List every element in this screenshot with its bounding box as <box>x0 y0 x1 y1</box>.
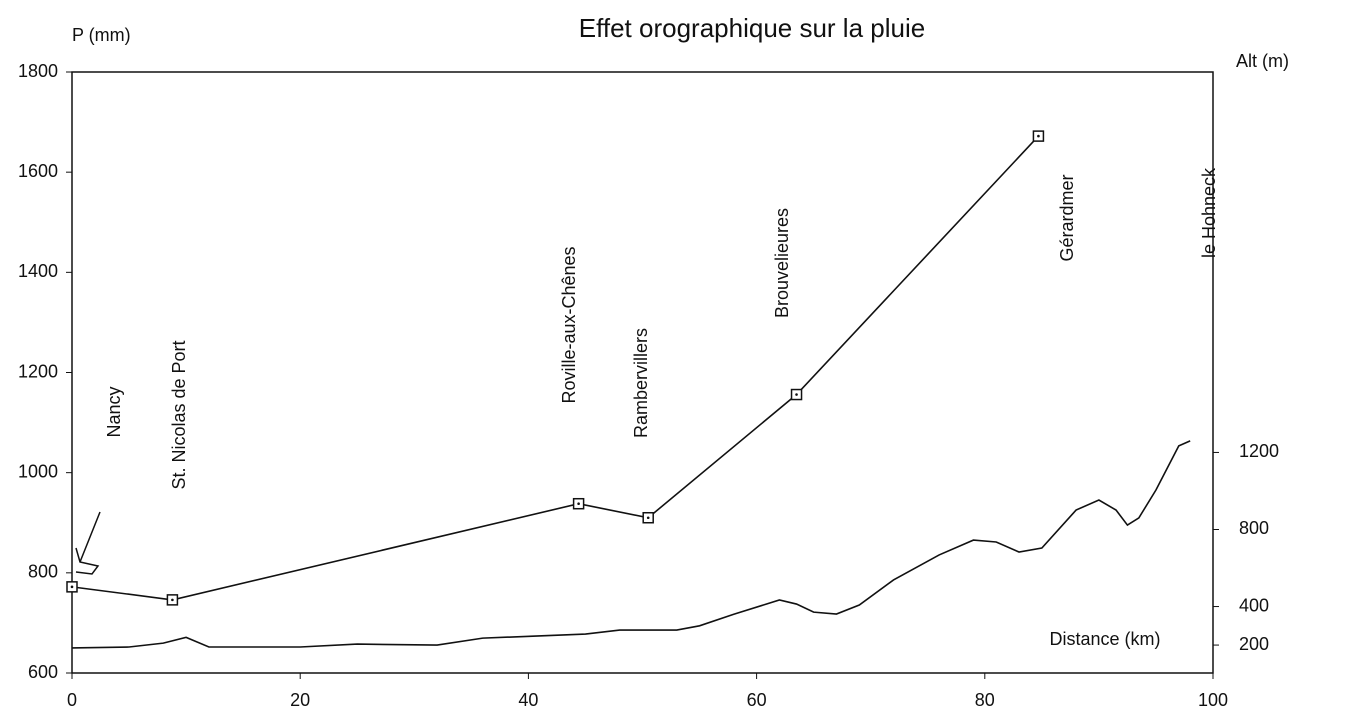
x-tick-label: 100 <box>1198 690 1228 710</box>
place-label: Gérardmer <box>1057 174 1077 261</box>
y2-tick-label: 200 <box>1239 634 1269 654</box>
x-tick-label: 0 <box>67 690 77 710</box>
y-axis-label: P (mm) <box>72 25 131 45</box>
y2-tick-label: 1200 <box>1239 441 1279 461</box>
point-dot <box>577 502 580 506</box>
point-dot <box>70 585 74 589</box>
y-tick-label: 600 <box>28 662 58 682</box>
point-dot <box>1037 134 1040 138</box>
y-tick-label: 1600 <box>18 161 58 181</box>
y-tick-label: 800 <box>28 562 58 582</box>
y-tick-label: 1200 <box>18 361 58 381</box>
x-axis-label: Distance (km) <box>1049 629 1160 649</box>
point-dot <box>795 393 798 396</box>
y-tick-label: 1000 <box>18 461 58 481</box>
place-label: St. Nicolas de Port <box>169 340 189 489</box>
point-dot <box>646 516 650 520</box>
y2-tick-label: 800 <box>1239 518 1269 538</box>
y2-axis-label: Alt (m) <box>1236 51 1289 71</box>
series-line <box>71 440 1191 649</box>
place-label: Roville-aux-Chênes <box>559 246 579 403</box>
place-label: Rambervillers <box>631 328 651 438</box>
x-tick-label: 60 <box>747 690 767 710</box>
y2-tick-label: 400 <box>1239 595 1269 615</box>
y-tick-label: 1400 <box>18 261 58 281</box>
x-tick-label: 20 <box>290 690 310 710</box>
y-tick-label: 1800 <box>18 61 58 81</box>
place-label: Brouvelieures <box>772 208 792 318</box>
place-label: le Hohneck <box>1199 167 1219 258</box>
nancy-arrow <box>75 511 101 575</box>
chart-title: Effet orographique sur la pluie <box>579 13 925 43</box>
series-line <box>71 135 1040 601</box>
x-tick-label: 40 <box>518 690 538 710</box>
place-label: Nancy <box>104 386 124 437</box>
point-dot <box>171 598 174 602</box>
x-tick-label: 80 <box>975 690 995 710</box>
